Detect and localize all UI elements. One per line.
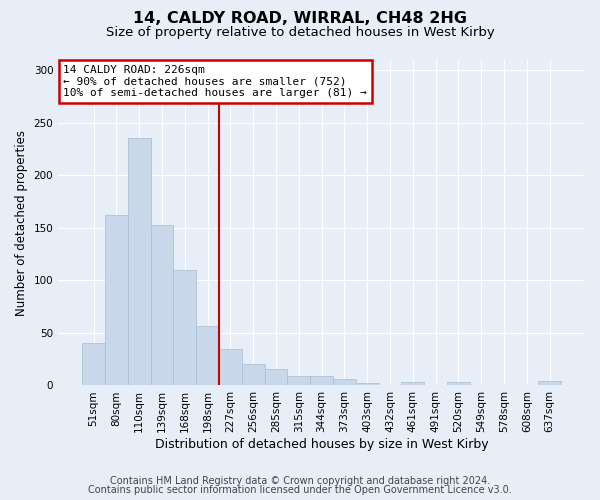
Bar — [356, 384, 379, 386]
Y-axis label: Number of detached properties: Number of detached properties — [15, 130, 28, 316]
Bar — [82, 344, 105, 386]
Bar — [287, 376, 310, 386]
Bar — [447, 382, 470, 386]
Bar — [219, 348, 242, 386]
Bar — [128, 138, 151, 386]
Text: 14, CALDY ROAD, WIRRAL, CH48 2HG: 14, CALDY ROAD, WIRRAL, CH48 2HG — [133, 11, 467, 26]
Bar — [333, 379, 356, 386]
Bar — [105, 216, 128, 386]
Text: 14 CALDY ROAD: 226sqm
← 90% of detached houses are smaller (752)
10% of semi-det: 14 CALDY ROAD: 226sqm ← 90% of detached … — [64, 65, 367, 98]
Bar — [173, 270, 196, 386]
Bar — [196, 326, 219, 386]
Text: Contains public sector information licensed under the Open Government Licence v3: Contains public sector information licen… — [88, 485, 512, 495]
Text: Contains HM Land Registry data © Crown copyright and database right 2024.: Contains HM Land Registry data © Crown c… — [110, 476, 490, 486]
X-axis label: Distribution of detached houses by size in West Kirby: Distribution of detached houses by size … — [155, 438, 488, 451]
Bar — [242, 364, 265, 386]
Bar — [310, 376, 333, 386]
Bar — [401, 382, 424, 386]
Bar — [538, 382, 561, 386]
Text: Size of property relative to detached houses in West Kirby: Size of property relative to detached ho… — [106, 26, 494, 39]
Bar — [151, 225, 173, 386]
Bar — [265, 368, 287, 386]
